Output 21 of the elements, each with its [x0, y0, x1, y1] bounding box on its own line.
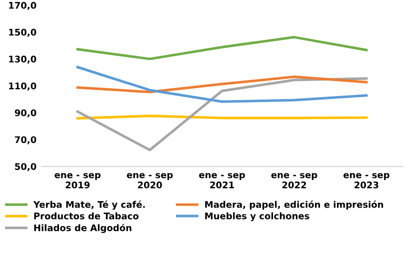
legend-label: Madera, papel, edición e impresión [205, 200, 384, 210]
legend-label: Muebles y colchones [205, 212, 310, 222]
line-series [76, 76, 368, 94]
line-series [76, 77, 368, 152]
y-tick-label: 130,0 [9, 56, 36, 64]
y-tick-label: 50,0 [15, 163, 36, 172]
y-tick-label: 150,0 [9, 28, 36, 37]
x-tick-label: ene - sep 2022 [271, 173, 318, 188]
legend-label: Hilados de Algodón [34, 224, 132, 234]
y-tick-label: 70,0 [14, 136, 36, 144]
legend-label: Yerba Mate, Té y café. [33, 200, 145, 210]
x-tick-label: ene - sep 2019 [54, 173, 101, 188]
line-series [76, 36, 368, 60]
x-tick-label: ene - sep 2021 [199, 173, 245, 188]
x-tick-label: ene - sep 2023 [344, 173, 390, 188]
y-tick-label: 90,0 [14, 109, 36, 118]
x-tick-label: ene - sep 2020 [126, 173, 173, 188]
line-series [76, 66, 368, 103]
legend-label: Productos de Tabaco [34, 212, 139, 220]
y-tick-label: 170,0 [9, 2, 36, 10]
y-tick-label: 110,0 [9, 82, 36, 91]
